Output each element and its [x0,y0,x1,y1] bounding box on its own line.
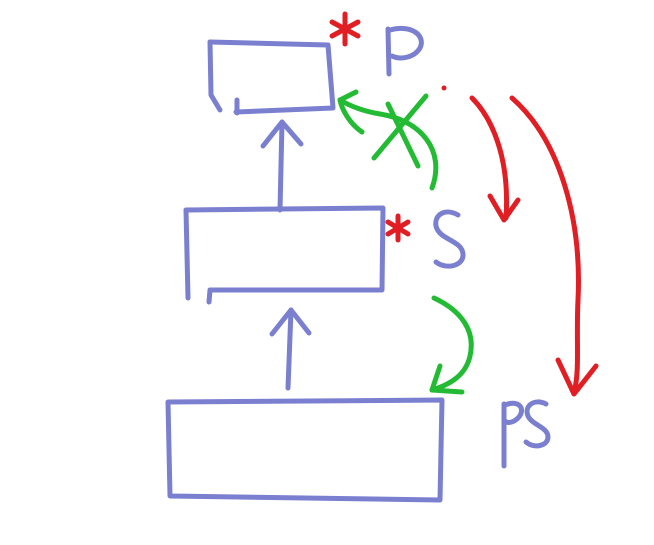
box-p [207,39,336,116]
box-ps [165,397,445,503]
red-arrow-p-to-s [469,95,521,223]
arrow-ps-to-s [269,307,312,391]
star-s [385,213,411,243]
green-arrow-s-to-ps [429,295,474,395]
label-ps: PS [501,399,551,469]
crossed-arrow-s-to-p [337,89,439,191]
red-dot [441,85,447,91]
label-p: P [385,26,424,77]
arrow-s-to-p [260,119,304,213]
star-p [329,11,361,47]
red-arrow-p-to-ps [509,95,599,397]
box-s [183,205,386,305]
label-s: S [433,209,466,269]
